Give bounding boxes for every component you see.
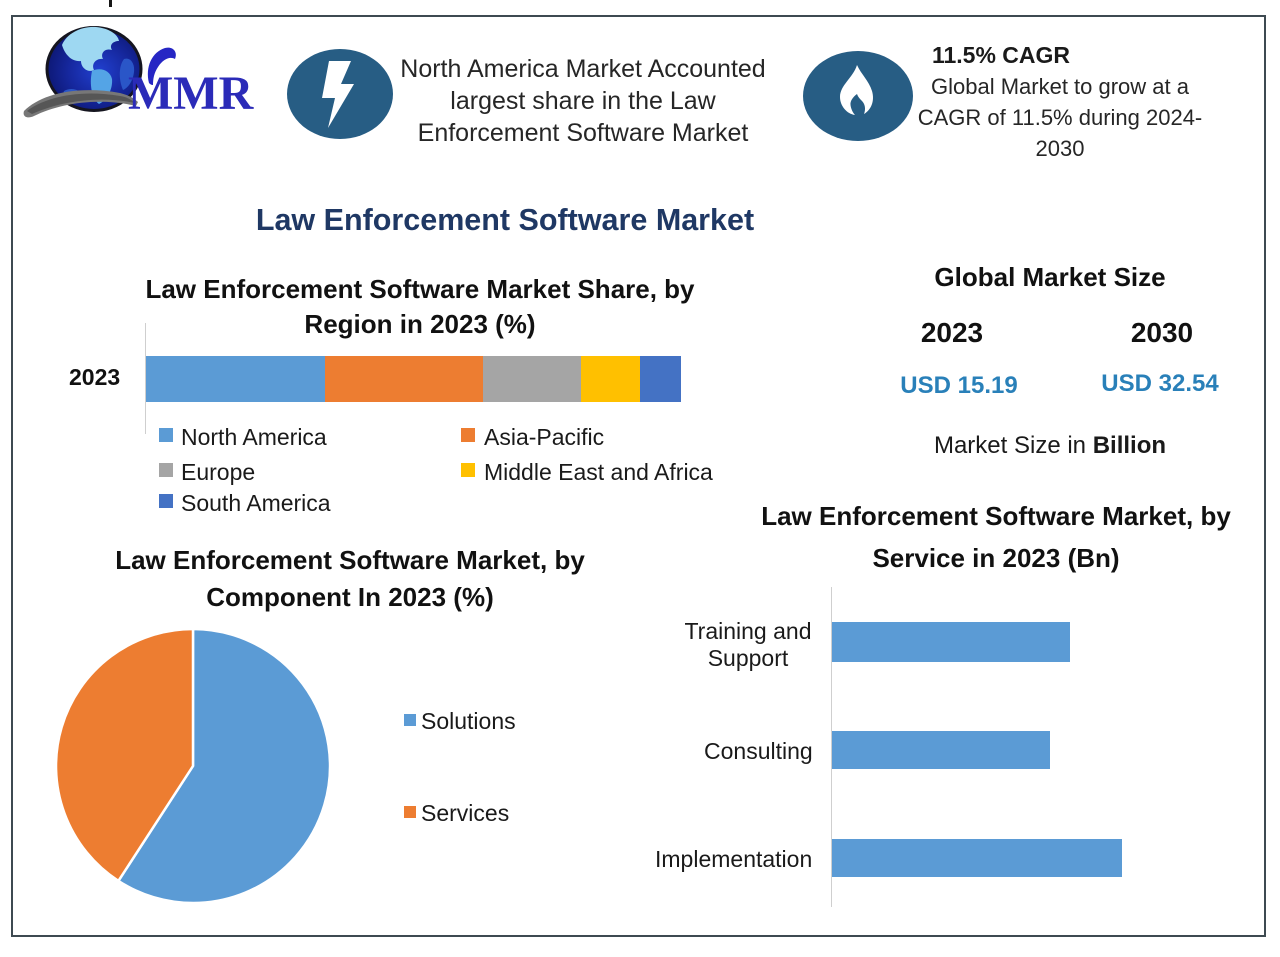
svg-text:MMR: MMR xyxy=(128,67,255,120)
